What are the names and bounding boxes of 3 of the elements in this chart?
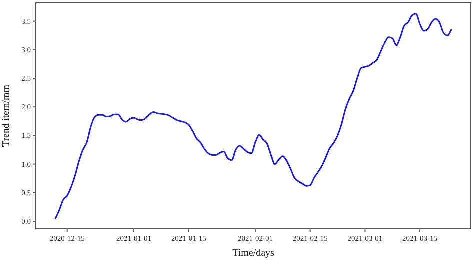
line-series [54, 13, 452, 220]
y-axis-title: Trend item/mm [1, 84, 12, 148]
x-axis-title: Time/days [232, 248, 275, 259]
